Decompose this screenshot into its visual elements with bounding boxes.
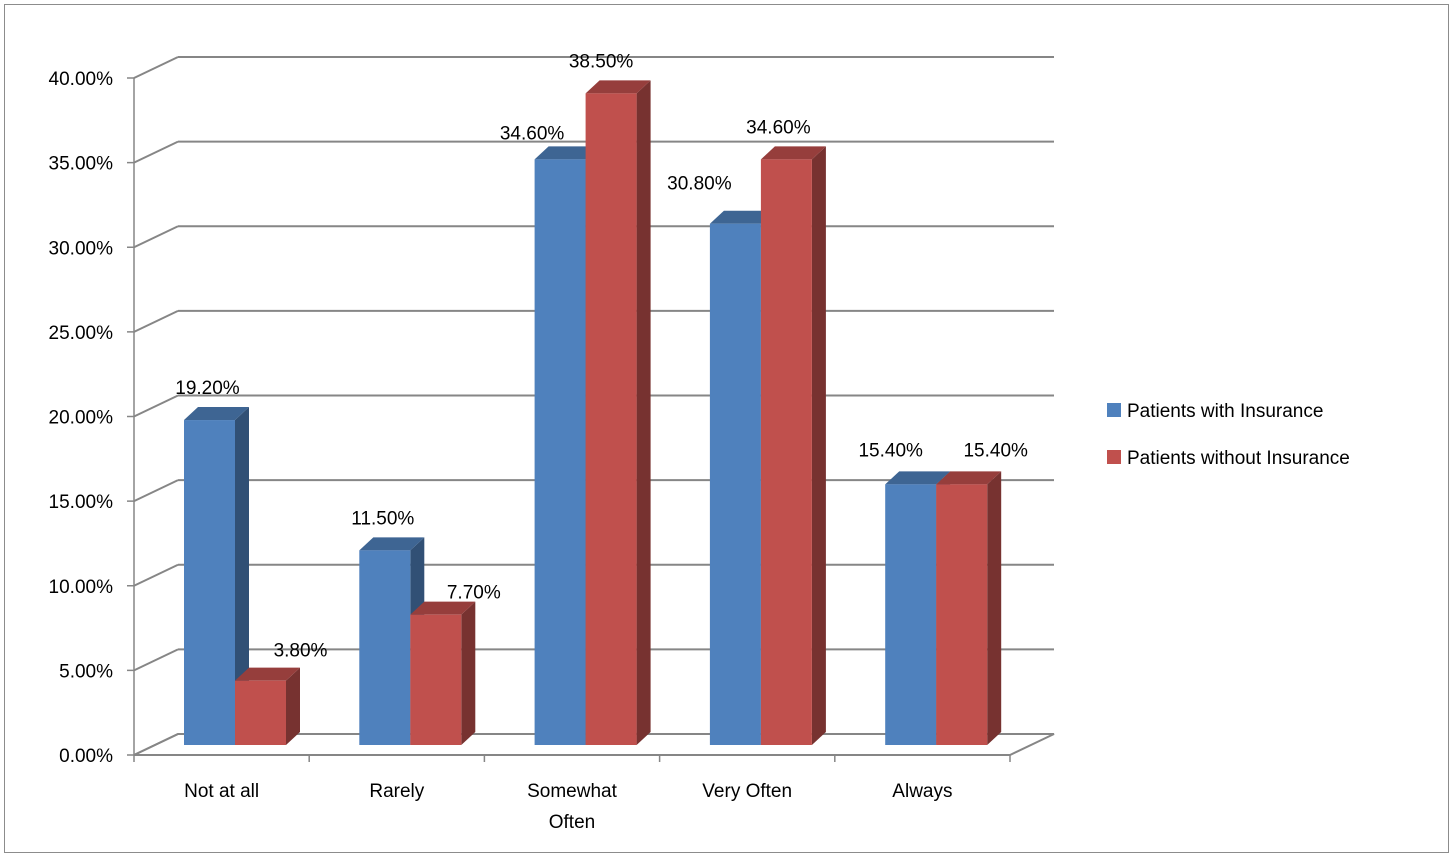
bar-top <box>760 146 826 160</box>
data-label: 15.40% <box>963 440 1028 461</box>
x-tick-label: Not at all <box>184 781 259 802</box>
bar-without-insurance <box>410 601 476 745</box>
bar-front <box>359 550 411 745</box>
y-tick-label: 25.00% <box>49 323 114 344</box>
data-label: 15.40% <box>858 440 923 461</box>
bar-top <box>585 80 651 94</box>
bar-top <box>936 471 1002 485</box>
data-label: 19.20% <box>175 378 240 399</box>
bar-without-insurance <box>235 667 300 745</box>
bar-side <box>987 471 1002 745</box>
bar-front <box>184 420 235 745</box>
legend-swatch-0 <box>1107 403 1121 417</box>
data-label: 34.60% <box>746 117 811 138</box>
gridline-side <box>133 648 179 672</box>
data-label: 34.60% <box>500 123 565 144</box>
y-tick-label: 10.00% <box>49 577 114 598</box>
y-tick-label: 35.00% <box>49 154 114 175</box>
legend-swatch-1 <box>1107 450 1121 464</box>
data-labels: 19.20% 11.50% 34.60% 30.80% 15.40% 3.80% 7.70%… <box>175 51 1028 661</box>
bar-top <box>534 146 600 160</box>
bar-front <box>936 484 988 745</box>
bar-with-insurance <box>184 407 249 745</box>
bar-top <box>235 667 300 681</box>
bar-side <box>811 146 826 745</box>
tick-labels: 0.00% 5.00% 10.00% 15.00% 20.00% 25.00% 30.00%… <box>49 69 953 833</box>
legend: Patients with Insurance Patients without … <box>1107 401 1350 469</box>
bars <box>184 80 1002 745</box>
data-label: 30.80% <box>667 174 732 195</box>
gridline-side <box>133 225 179 249</box>
data-label: 3.80% <box>274 641 328 662</box>
y-tick-label: 40.00% <box>49 69 114 90</box>
y-tick-label: 0.00% <box>59 746 113 767</box>
data-label: 38.50% <box>569 51 634 72</box>
gridline-side <box>133 309 179 333</box>
bar-top <box>410 601 476 615</box>
bar-front <box>534 159 586 745</box>
bar-without-insurance <box>585 80 651 745</box>
bar-front <box>709 223 761 745</box>
gridline-side <box>133 394 179 418</box>
bar-without-insurance <box>936 471 1002 745</box>
bar-side <box>636 80 651 745</box>
gridline-side <box>133 563 179 587</box>
y-tick-label: 15.00% <box>49 492 114 513</box>
data-label: 7.70% <box>447 583 501 604</box>
gridline-side <box>133 479 179 503</box>
legend-label-1: Patients without Insurance <box>1127 448 1350 469</box>
data-label: 11.50% <box>351 508 414 529</box>
axes <box>127 77 1011 762</box>
bar-side <box>286 667 300 745</box>
bar-without-insurance <box>760 146 826 745</box>
x-tick-label: Rarely <box>369 781 424 802</box>
bar-top <box>709 210 775 224</box>
y-tick-label: 20.00% <box>49 408 114 429</box>
bar-side <box>461 601 476 745</box>
y-tick-label: 30.00% <box>49 238 114 259</box>
gridline-side <box>133 733 179 756</box>
bar-top <box>885 471 951 485</box>
bar-with-insurance <box>359 537 425 745</box>
y-tick-label: 5.00% <box>59 661 113 682</box>
legend-label-0: Patients with Insurance <box>1127 401 1323 422</box>
bar-front <box>235 680 286 745</box>
x-tick-label: Often <box>549 812 595 833</box>
x-tick-label: Always <box>892 781 952 802</box>
bar-front <box>760 159 812 745</box>
bar-top <box>184 407 249 421</box>
bar-side <box>235 407 249 745</box>
x-tick-label: Very Often <box>702 781 792 802</box>
bar-front <box>885 484 937 745</box>
bar-top <box>359 537 425 551</box>
gridline-side <box>133 56 179 79</box>
bar-front <box>585 93 637 745</box>
gridline-side <box>133 140 179 164</box>
bar-front <box>410 614 462 745</box>
x-tick-label: Somewhat <box>527 781 617 802</box>
